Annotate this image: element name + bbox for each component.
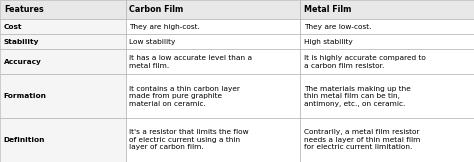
- Text: It has a low accurate level than a
metal film.: It has a low accurate level than a metal…: [129, 55, 253, 69]
- Text: Low stability: Low stability: [129, 39, 176, 45]
- Bar: [0, 118, 126, 162]
- Text: It contains a thin carbon layer
made from pure graphite
material on ceramic.: It contains a thin carbon layer made fro…: [129, 86, 240, 107]
- Text: Formation: Formation: [4, 93, 46, 99]
- Bar: [126, 74, 300, 118]
- Bar: [300, 49, 474, 74]
- Text: Accuracy: Accuracy: [4, 59, 42, 65]
- Text: Cost: Cost: [4, 24, 22, 30]
- Bar: [0, 74, 126, 118]
- Bar: [126, 19, 300, 34]
- Text: It's a resistor that limits the flow
of electric current using a thin
layer of c: It's a resistor that limits the flow of …: [129, 129, 249, 150]
- Bar: [0, 0, 126, 19]
- Bar: [300, 74, 474, 118]
- Bar: [300, 0, 474, 19]
- Bar: [126, 0, 300, 19]
- Text: It is highly accurate compared to
a carbon film resistor.: It is highly accurate compared to a carb…: [304, 55, 426, 69]
- Bar: [0, 34, 126, 49]
- Text: They are low-cost.: They are low-cost.: [304, 24, 371, 30]
- Text: Definition: Definition: [4, 137, 45, 143]
- Bar: [0, 19, 126, 34]
- Bar: [300, 118, 474, 162]
- Text: They are high-cost.: They are high-cost.: [129, 24, 201, 30]
- Bar: [0, 49, 126, 74]
- Text: Features: Features: [4, 5, 44, 14]
- Text: Metal Film: Metal Film: [304, 5, 351, 14]
- Bar: [126, 49, 300, 74]
- Bar: [126, 34, 300, 49]
- Text: Stability: Stability: [4, 39, 39, 45]
- Bar: [300, 34, 474, 49]
- Text: The materials making up the
thin metal film can be tin,
antimony, etc., on ceram: The materials making up the thin metal f…: [304, 86, 410, 107]
- Text: Carbon Film: Carbon Film: [129, 5, 183, 14]
- Text: Contrarily, a metal film resistor
needs a layer of thin metal film
for electric : Contrarily, a metal film resistor needs …: [304, 129, 420, 150]
- Bar: [300, 19, 474, 34]
- Bar: [126, 118, 300, 162]
- Text: High stability: High stability: [304, 39, 353, 45]
